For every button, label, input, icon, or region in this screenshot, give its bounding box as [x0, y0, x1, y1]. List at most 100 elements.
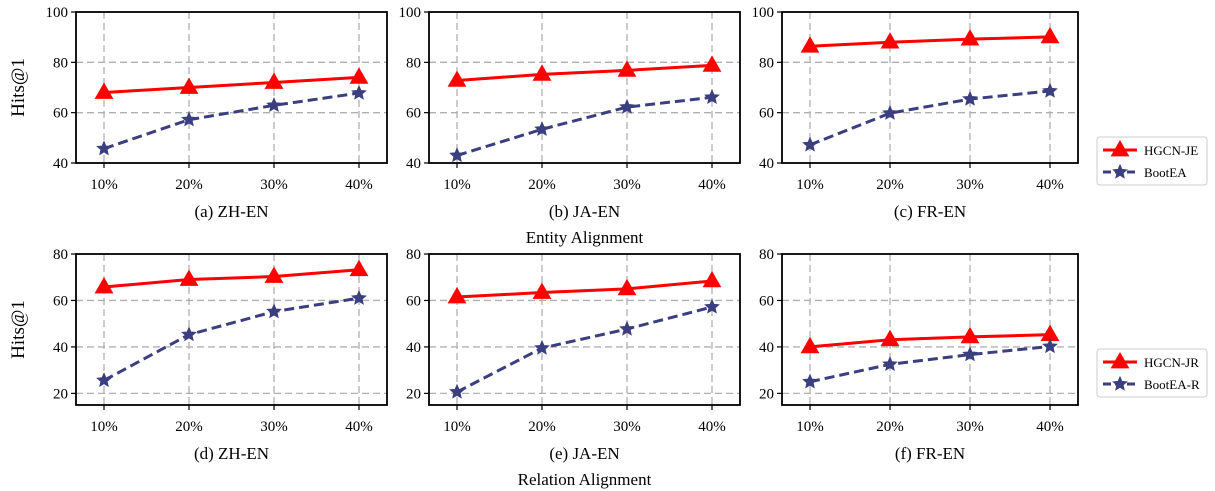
y-tick-label: 20: [53, 386, 68, 402]
x-tick-label: 30%: [956, 419, 984, 435]
panel-caption: (a) ZH-EN: [194, 202, 268, 221]
x-tick-label: 40%: [1036, 419, 1064, 435]
y-tick-label: 60: [53, 293, 68, 309]
y-tick-label: 80: [406, 247, 421, 263]
axes-frame: [781, 253, 1079, 406]
y-tick-label: 40: [53, 156, 68, 172]
x-tick-label: 20%: [175, 419, 203, 435]
data-point-BootEA-R: [351, 289, 367, 305]
y-tick-label: 40: [759, 156, 774, 172]
legend-label: BootEA-R: [1144, 377, 1200, 392]
data-point-HGCN-JE: [179, 77, 199, 94]
data-point-HGCN-JR: [617, 278, 637, 296]
x-tick-label: 10%: [90, 177, 118, 193]
chart-panel-2: 40 60 80 100 10% 20% 30% 40% (c) FR-EN: [752, 5, 1079, 221]
chart-panel-0: 40 60 80 100 10% 20% 30% 40% (a) ZH-EN: [46, 5, 388, 221]
x-tick-label: 30%: [260, 419, 288, 435]
data-point-HGCN-JR: [179, 269, 199, 286]
y-tick-label: 60: [759, 293, 774, 309]
data-point-BootEA: [962, 90, 978, 106]
data-point-HGCN-JE: [447, 70, 467, 87]
data-point-BootEA: [802, 136, 818, 152]
axes-frame: [781, 11, 1079, 164]
data-point-BootEA: [704, 89, 720, 105]
y-tick-label: 80: [53, 247, 68, 263]
data-point-HGCN-JE: [960, 29, 980, 46]
data-point-BootEA: [351, 84, 367, 100]
data-point-HGCN-JR: [532, 282, 552, 299]
data-point-HGCN-JE: [94, 82, 114, 99]
data-point-HGCN-JE: [800, 36, 820, 53]
axes-frame: [75, 253, 388, 406]
x-tick-label: 40%: [698, 177, 726, 193]
panel-caption: (c) FR-EN: [894, 202, 966, 221]
legend: HGCN-JR BootEA-R: [1096, 348, 1208, 398]
data-point-BootEA: [882, 104, 898, 120]
axes-frame: [428, 253, 741, 406]
y-tick-label: 40: [406, 340, 421, 356]
data-point-BootEA: [96, 140, 112, 156]
x-tick-label: 30%: [956, 177, 984, 193]
x-tick-label: 20%: [876, 177, 904, 193]
x-tick-label: 40%: [345, 177, 373, 193]
data-point-BootEA-R: [449, 383, 465, 399]
x-tick-label: 40%: [345, 419, 373, 435]
data-point-HGCN-JR: [264, 266, 284, 283]
chart-panel-5: 20 40 60 80 10% 20% 30% 40% (f) FR-EN: [759, 247, 1079, 463]
axes-frame: [75, 11, 388, 164]
series-line-BootEA: [809, 89, 1051, 147]
y-tick-label: 40: [406, 156, 421, 172]
y-axis-label: Hits@1: [8, 58, 29, 117]
chart-panel-3: 20 40 60 80 10% 20% 30% 40% (d) ZH-EN: [53, 247, 388, 463]
panel-caption: (f) FR-EN: [895, 444, 965, 463]
y-tick-label: 60: [759, 106, 774, 122]
legend-marker: [1110, 139, 1130, 157]
data-point-BootEA: [619, 98, 635, 114]
y-tick-label: 60: [406, 106, 421, 122]
x-tick-label: 40%: [1036, 177, 1064, 193]
data-point-BootEA: [1042, 82, 1058, 98]
y-tick-label: 80: [759, 247, 774, 263]
data-point-BootEA-R: [534, 339, 550, 355]
data-point-HGCN-JR: [447, 286, 467, 304]
data-point-HGCN-JE: [1040, 26, 1060, 44]
data-point-BootEA: [181, 111, 197, 127]
y-tick-label: 20: [759, 386, 774, 402]
x-tick-label: 20%: [528, 419, 556, 435]
y-tick-label: 80: [53, 55, 68, 71]
data-point-BootEA: [449, 147, 465, 163]
series-line-BootEA-R: [456, 305, 713, 394]
series-line-HGCN-JE: [103, 75, 360, 95]
y-tick-label: 100: [399, 5, 422, 21]
series-line-BootEA: [103, 91, 360, 151]
x-tick-label: 10%: [443, 177, 471, 193]
data-point-BootEA-R: [962, 346, 978, 362]
y-tick-label: 60: [406, 293, 421, 309]
y-axis-label: Hits@1: [8, 300, 29, 359]
legend-marker: [1112, 163, 1128, 179]
y-tick-label: 20: [406, 386, 421, 402]
chart-panel-4: 20 40 60 80 10% 20% 30% 40% (e) JA-EN: [406, 247, 741, 463]
y-tick-label: 100: [46, 5, 69, 21]
x-tick-label: 30%: [613, 177, 641, 193]
series-line-BootEA-R: [809, 344, 1051, 384]
series-line-HGCN-JR: [103, 268, 360, 289]
x-tick-label: 20%: [528, 177, 556, 193]
data-point-HGCN-JE: [617, 60, 637, 77]
x-tick-label: 30%: [613, 419, 641, 435]
group-title: Relation Alignment: [518, 470, 652, 489]
x-tick-label: 10%: [443, 419, 471, 435]
chart-panel-1: 40 60 80 100 10% 20% 30% 40% (b) JA-EN: [399, 5, 741, 221]
series-line-HGCN-JE: [809, 35, 1051, 48]
axes-frame: [428, 11, 741, 164]
panel-caption: (b) JA-EN: [549, 202, 620, 221]
legend-label: HGCN-JR: [1144, 355, 1199, 370]
legend-marker: [1112, 375, 1128, 391]
x-tick-label: 10%: [796, 177, 824, 193]
panel-caption: (d) ZH-EN: [194, 444, 269, 463]
y-tick-label: 40: [759, 340, 774, 356]
x-tick-label: 30%: [260, 177, 288, 193]
group-title: Entity Alignment: [526, 228, 644, 247]
data-point-HGCN-JE: [702, 55, 722, 72]
